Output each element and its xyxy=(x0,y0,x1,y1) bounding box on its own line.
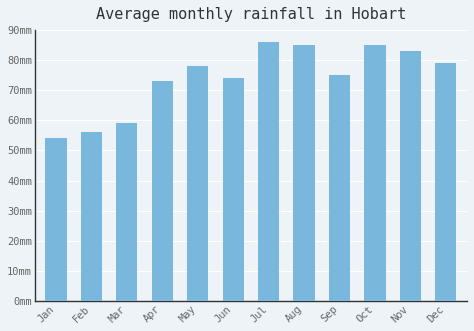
Bar xyxy=(365,45,385,301)
Title: Average monthly rainfall in Hobart: Average monthly rainfall in Hobart xyxy=(96,7,406,22)
Bar xyxy=(258,42,279,301)
Bar xyxy=(152,81,173,301)
Bar xyxy=(116,123,137,301)
Bar xyxy=(222,78,244,301)
Bar xyxy=(81,132,102,301)
Bar xyxy=(329,75,350,301)
Bar xyxy=(293,45,315,301)
Bar xyxy=(187,66,209,301)
Bar xyxy=(400,51,421,301)
Bar xyxy=(435,63,456,301)
Bar xyxy=(46,138,67,301)
